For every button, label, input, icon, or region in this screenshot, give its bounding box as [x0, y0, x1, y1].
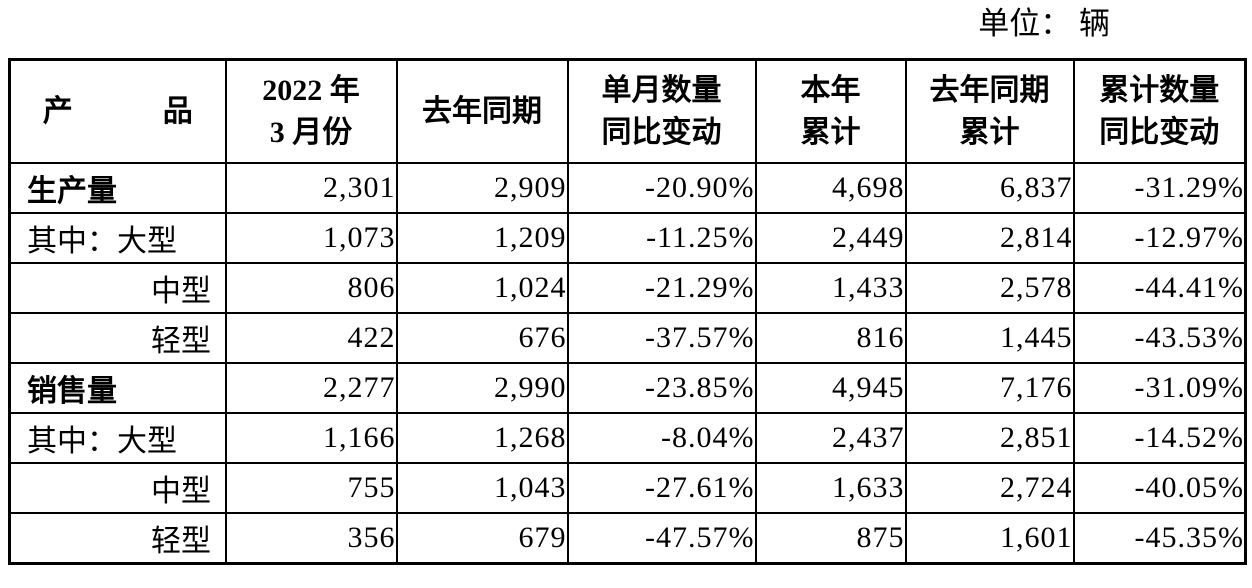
cell-value: 6,837: [904, 162, 1075, 214]
row-label: 其中：大型: [8, 212, 227, 264]
cell-value: 1,024: [395, 262, 569, 314]
col-header-cumulative-yoy: 累计数量 同比变动: [1072, 58, 1247, 164]
cell-value: -43.53%: [1072, 312, 1247, 364]
cell-value: 875: [754, 512, 907, 565]
cell-value: -21.29%: [566, 262, 757, 314]
cell-value: 356: [224, 512, 398, 565]
table-row: 轻型 356 679 -47.57% 875 1,601 -45.35%: [8, 512, 1247, 565]
col-header-last-year-period: 去年同期: [395, 58, 569, 164]
col-header-monthly-yoy: 单月数量 同比变动: [566, 58, 757, 164]
table-row: 中型 755 1,043 -27.61% 1,633 2,724 -40.05%: [8, 462, 1247, 514]
cell-value: -8.04%: [566, 412, 757, 464]
cell-value: 2,449: [754, 212, 907, 264]
cell-value: 1,073: [224, 212, 398, 264]
row-label: 中型: [8, 262, 227, 314]
cell-value: -44.41%: [1072, 262, 1247, 314]
cell-value: 4,698: [754, 162, 907, 214]
cell-value: 7,176: [904, 362, 1075, 414]
cell-value: -37.57%: [566, 312, 757, 364]
cell-value: 422: [224, 312, 398, 364]
row-label: 轻型: [8, 512, 227, 565]
header-row: 产 品 2022 年 3 月份 去年同期 单月数量 同比变动 本年 累计 去年同…: [8, 58, 1247, 164]
cell-value: 2,724: [904, 462, 1075, 514]
table-header: 产 品 2022 年 3 月份 去年同期 单月数量 同比变动 本年 累计 去年同…: [8, 58, 1247, 164]
cell-value: 2,437: [754, 412, 907, 464]
table-row: 销售量 2,277 2,990 -23.85% 4,945 7,176 -31.09%: [8, 362, 1247, 414]
cell-value: -20.90%: [566, 162, 757, 214]
row-label: 中型: [8, 462, 227, 514]
cell-value: -11.25%: [566, 212, 757, 264]
cell-value: -31.29%: [1072, 162, 1247, 214]
cell-value: 1,445: [904, 312, 1075, 364]
cell-value: 2,814: [904, 212, 1075, 264]
cell-value: 755: [224, 462, 398, 514]
cell-value: 2,578: [904, 262, 1075, 314]
unit-label: 单位： 辆: [978, 6, 1110, 41]
col-header-last-year-ytd: 去年同期 累计: [904, 58, 1075, 164]
cell-value: 679: [395, 512, 569, 565]
cell-value: 4,945: [754, 362, 907, 414]
cell-value: -27.61%: [566, 462, 757, 514]
cell-value: 2,851: [904, 412, 1075, 464]
cell-value: 2,301: [224, 162, 398, 214]
cell-value: -31.09%: [1072, 362, 1247, 414]
cell-value: 2,909: [395, 162, 569, 214]
cell-value: -47.57%: [566, 512, 757, 565]
cell-value: 1,433: [754, 262, 907, 314]
cell-value: 1,043: [395, 462, 569, 514]
cell-value: 1,633: [754, 462, 907, 514]
row-label: 其中：大型: [8, 412, 227, 464]
cell-value: 1,601: [904, 512, 1075, 565]
col-header-ytd: 本年 累计: [754, 58, 907, 164]
cell-value: 2,277: [224, 362, 398, 414]
cell-value: 1,166: [224, 412, 398, 464]
cell-value: -45.35%: [1072, 512, 1247, 565]
table-row: 其中：大型 1,073 1,209 -11.25% 2,449 2,814 -12.97%: [8, 212, 1247, 264]
production-sales-table: 产 品 2022 年 3 月份 去年同期 单月数量 同比变动 本年 累计 去年同…: [8, 58, 1247, 565]
cell-value: 1,209: [395, 212, 569, 264]
table-body: 生产量 2,301 2,909 -20.90% 4,698 6,837 -31.29% 其中：…: [8, 162, 1247, 565]
col-header-product: 产 品: [8, 58, 227, 164]
table-row: 其中：大型 1,166 1,268 -8.04% 2,437 2,851 -14.52%: [8, 412, 1247, 464]
cell-value: -40.05%: [1072, 462, 1247, 514]
row-label: 轻型: [8, 312, 227, 364]
cell-value: 676: [395, 312, 569, 364]
cell-value: 2,990: [395, 362, 569, 414]
row-label: 销售量: [8, 362, 227, 414]
table-row: 生产量 2,301 2,909 -20.90% 4,698 6,837 -31.29%: [8, 162, 1247, 214]
cell-value: -23.85%: [566, 362, 757, 414]
cell-value: 816: [754, 312, 907, 364]
table-row: 中型 806 1,024 -21.29% 1,433 2,578 -44.41%: [8, 262, 1247, 314]
col-header-current-month: 2022 年 3 月份: [224, 58, 398, 164]
table-row: 轻型 422 676 -37.57% 816 1,445 -43.53%: [8, 312, 1247, 364]
row-label: 生产量: [8, 162, 227, 214]
cell-value: 1,268: [395, 412, 569, 464]
cell-value: -12.97%: [1072, 212, 1247, 264]
cell-value: -14.52%: [1072, 412, 1247, 464]
cell-value: 806: [224, 262, 398, 314]
